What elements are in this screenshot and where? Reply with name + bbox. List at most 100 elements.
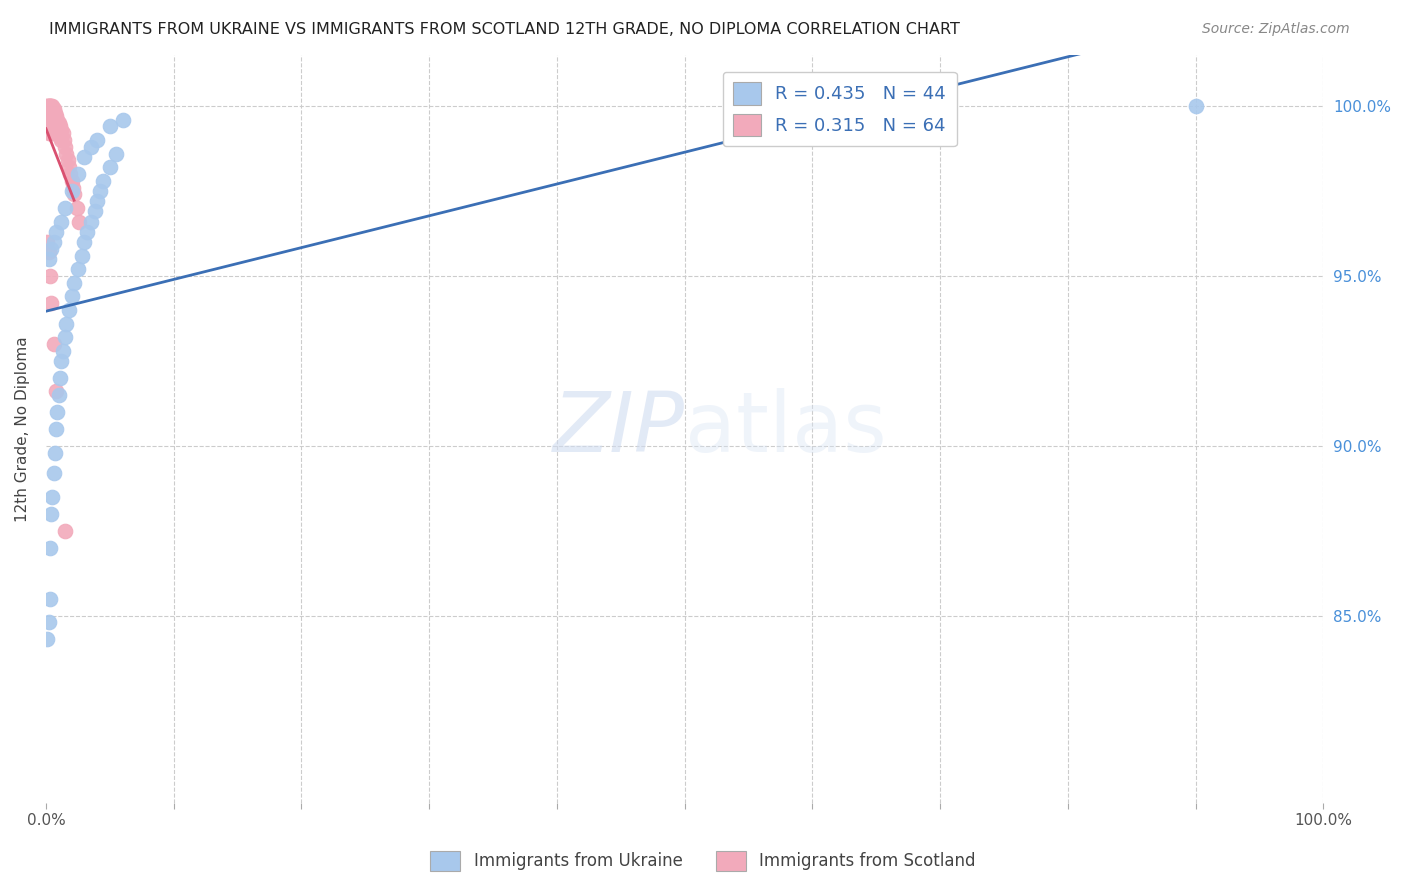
Point bbox=[46, 405, 69, 419]
Y-axis label: 12th Grade, No Diploma: 12th Grade, No Diploma bbox=[15, 336, 30, 522]
Point bbox=[42, 103, 65, 117]
Point bbox=[60, 184, 83, 198]
Point bbox=[38, 112, 60, 127]
Point bbox=[98, 120, 121, 134]
Point bbox=[83, 204, 105, 219]
Point bbox=[49, 129, 72, 144]
Point bbox=[52, 133, 75, 147]
Point bbox=[38, 120, 60, 134]
Point bbox=[44, 123, 66, 137]
Point bbox=[48, 388, 70, 402]
Point bbox=[66, 201, 89, 215]
Point bbox=[41, 112, 63, 127]
Point bbox=[38, 126, 60, 140]
Point bbox=[51, 354, 73, 368]
Point bbox=[111, 112, 134, 127]
Point bbox=[38, 126, 60, 140]
Point bbox=[38, 99, 60, 113]
Point bbox=[46, 112, 69, 127]
Point bbox=[53, 201, 76, 215]
Point bbox=[38, 591, 60, 606]
Text: IMMIGRANTS FROM UKRAINE VS IMMIGRANTS FROM SCOTLAND 12TH GRADE, NO DIPLOMA CORRE: IMMIGRANTS FROM UKRAINE VS IMMIGRANTS FR… bbox=[49, 22, 960, 37]
Point bbox=[39, 296, 62, 310]
Point bbox=[73, 235, 96, 249]
Point bbox=[49, 371, 72, 385]
Point bbox=[39, 242, 62, 256]
Point bbox=[48, 126, 70, 140]
Point bbox=[62, 180, 84, 194]
Point bbox=[51, 214, 73, 228]
Point bbox=[58, 302, 80, 317]
Point bbox=[52, 126, 75, 140]
Point bbox=[37, 632, 59, 647]
Point bbox=[38, 120, 60, 134]
Point bbox=[66, 262, 89, 277]
Point bbox=[41, 490, 63, 504]
Point bbox=[38, 245, 60, 260]
Legend: R = 0.435   N = 44, R = 0.315   N = 64: R = 0.435 N = 44, R = 0.315 N = 64 bbox=[723, 71, 956, 146]
Point bbox=[53, 330, 76, 344]
Point bbox=[38, 615, 60, 630]
Point bbox=[45, 126, 67, 140]
Point bbox=[79, 214, 101, 228]
Point bbox=[37, 235, 59, 249]
Point bbox=[38, 268, 60, 283]
Point bbox=[38, 112, 60, 127]
Point bbox=[37, 99, 59, 113]
Point bbox=[55, 317, 77, 331]
Point bbox=[55, 146, 77, 161]
Point bbox=[42, 116, 65, 130]
Text: Source: ZipAtlas.com: Source: ZipAtlas.com bbox=[1202, 22, 1350, 37]
Point bbox=[41, 106, 63, 120]
Point bbox=[60, 174, 83, 188]
Point bbox=[39, 507, 62, 521]
Point bbox=[48, 116, 70, 130]
Point bbox=[45, 109, 67, 123]
Point bbox=[44, 112, 66, 127]
Point bbox=[39, 112, 62, 127]
Point bbox=[45, 225, 67, 239]
Point bbox=[105, 146, 128, 161]
Point bbox=[38, 541, 60, 555]
Point bbox=[49, 120, 72, 134]
Point bbox=[41, 99, 63, 113]
Point bbox=[66, 167, 89, 181]
Point bbox=[86, 133, 108, 147]
Point bbox=[39, 106, 62, 120]
Point bbox=[45, 384, 67, 399]
Point bbox=[38, 106, 60, 120]
Point bbox=[1184, 99, 1206, 113]
Point bbox=[46, 123, 69, 137]
Point bbox=[37, 106, 59, 120]
Point bbox=[45, 422, 67, 436]
Text: atlas: atlas bbox=[685, 388, 886, 469]
Point bbox=[79, 140, 101, 154]
Point bbox=[44, 106, 66, 120]
Point bbox=[42, 235, 65, 249]
Point bbox=[42, 337, 65, 351]
Point bbox=[60, 289, 83, 303]
Point bbox=[89, 184, 111, 198]
Point bbox=[58, 160, 80, 174]
Point bbox=[67, 214, 90, 228]
Point bbox=[98, 160, 121, 174]
Point bbox=[63, 276, 86, 290]
Point bbox=[38, 99, 60, 113]
Point bbox=[38, 99, 60, 113]
Point bbox=[42, 109, 65, 123]
Point bbox=[52, 343, 75, 358]
Point bbox=[63, 187, 86, 202]
Legend: Immigrants from Ukraine, Immigrants from Scotland: Immigrants from Ukraine, Immigrants from… bbox=[422, 842, 984, 880]
Point bbox=[45, 116, 67, 130]
Text: ZIP: ZIP bbox=[553, 388, 685, 469]
Point bbox=[51, 123, 73, 137]
Point bbox=[39, 99, 62, 113]
Point bbox=[51, 133, 73, 147]
Point bbox=[86, 194, 108, 209]
Point bbox=[59, 167, 82, 181]
Point bbox=[37, 112, 59, 127]
Point bbox=[93, 174, 115, 188]
Point bbox=[42, 126, 65, 140]
Point bbox=[42, 466, 65, 480]
Point bbox=[39, 120, 62, 134]
